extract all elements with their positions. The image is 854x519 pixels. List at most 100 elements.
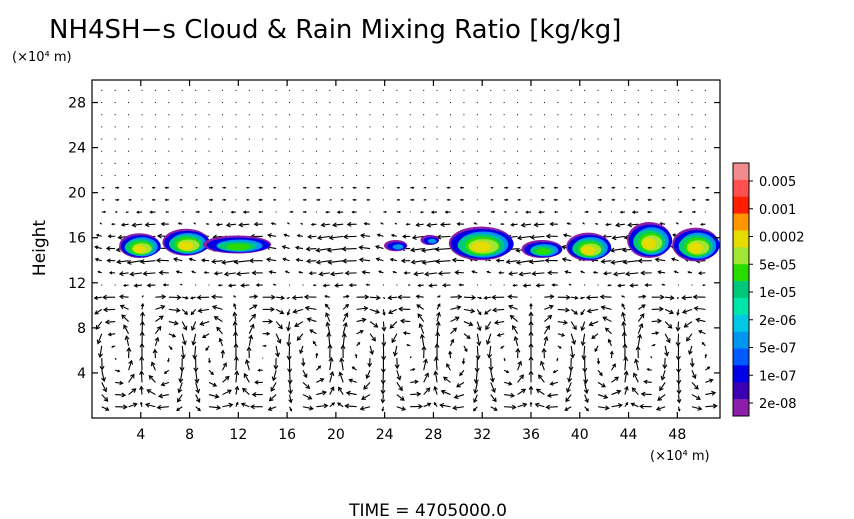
wind-arrowhead bbox=[549, 381, 554, 386]
wind-arrowhead bbox=[246, 346, 252, 351]
wind-arrowhead bbox=[582, 367, 588, 373]
wind-arrowhead bbox=[164, 186, 168, 189]
wind-arrowhead bbox=[317, 365, 322, 369]
wind-arrowhead bbox=[553, 186, 557, 189]
wind-arrowhead bbox=[392, 270, 396, 274]
wind-arrow bbox=[623, 260, 639, 263]
wind-arrow bbox=[705, 405, 717, 408]
wind-arrowhead bbox=[319, 378, 325, 383]
wind-arrow bbox=[637, 334, 641, 346]
wind-arrow bbox=[437, 235, 451, 238]
wind-arrowhead bbox=[425, 387, 431, 393]
wind-arrowhead bbox=[505, 198, 509, 202]
wind-dot bbox=[450, 114, 452, 116]
wind-dot bbox=[315, 175, 317, 177]
wind-arrow bbox=[581, 321, 586, 331]
wind-arrowhead bbox=[533, 222, 539, 228]
wind-arrow bbox=[327, 248, 344, 252]
wind-arrowhead bbox=[709, 378, 714, 383]
wind-arrowhead bbox=[121, 392, 127, 398]
wind-arrowhead bbox=[343, 312, 349, 318]
wind-arrowhead bbox=[175, 270, 180, 274]
wind-arrow bbox=[463, 321, 473, 326]
wind-arrowhead bbox=[402, 234, 407, 239]
wind-arrow bbox=[422, 260, 438, 264]
wind-dot bbox=[463, 126, 465, 128]
wind-dot bbox=[221, 150, 223, 152]
wind-dot bbox=[195, 126, 197, 128]
wind-arrow bbox=[434, 386, 438, 395]
wind-arrow bbox=[101, 406, 109, 411]
wind-arrowhead bbox=[417, 313, 423, 319]
wind-arrowhead bbox=[151, 186, 155, 189]
wind-dot bbox=[342, 114, 344, 116]
wind-arrowhead bbox=[253, 221, 259, 227]
wind-arrow bbox=[638, 295, 646, 298]
wind-dot bbox=[584, 199, 586, 201]
wind-arrowhead bbox=[659, 386, 664, 392]
wind-arrow bbox=[557, 308, 569, 311]
wind-dot bbox=[637, 126, 639, 128]
wind-arrowhead bbox=[296, 336, 302, 341]
wind-dot bbox=[302, 138, 304, 140]
wind-arrowhead bbox=[266, 331, 271, 336]
wind-dot bbox=[141, 199, 143, 201]
wind-dot bbox=[490, 114, 492, 116]
wind-arrow bbox=[198, 308, 210, 312]
wind-dot bbox=[651, 150, 653, 152]
wind-arrowhead bbox=[410, 356, 412, 358]
wind-dot bbox=[637, 102, 639, 104]
wind-arrowhead bbox=[381, 408, 385, 412]
wind-dot bbox=[530, 138, 532, 140]
wind-arrow bbox=[440, 223, 451, 226]
wind-arrowhead bbox=[635, 198, 638, 201]
wind-arrowhead bbox=[707, 186, 710, 189]
wind-dot bbox=[141, 102, 143, 104]
wind-dot bbox=[289, 175, 291, 177]
wind-arrowhead bbox=[364, 294, 370, 300]
wind-arrowhead bbox=[436, 311, 441, 317]
wind-dot bbox=[678, 102, 680, 104]
wind-arrowhead bbox=[381, 326, 387, 332]
wind-arrowhead bbox=[402, 331, 407, 336]
wind-arrowhead bbox=[192, 354, 198, 360]
wind-dot bbox=[396, 162, 398, 164]
wind-dot bbox=[530, 296, 532, 298]
wind-arrow bbox=[342, 313, 348, 322]
wind-arrowhead bbox=[387, 309, 393, 315]
wind-arrowhead bbox=[561, 244, 567, 250]
wind-arrowhead bbox=[228, 402, 234, 408]
wind-arrow bbox=[214, 272, 223, 275]
wind-dot bbox=[248, 102, 250, 104]
wind-arrow bbox=[266, 258, 277, 262]
wind-arrow bbox=[682, 296, 692, 299]
wind-arrow bbox=[521, 223, 532, 226]
cloud-contour bbox=[581, 245, 596, 255]
wind-dot bbox=[221, 211, 223, 213]
wind-arrowhead bbox=[265, 257, 271, 263]
wind-arrowhead bbox=[438, 295, 441, 298]
wind-arrow bbox=[410, 380, 418, 383]
cloud-contour bbox=[642, 237, 657, 250]
wind-arrow bbox=[234, 260, 250, 263]
wind-arrowhead bbox=[169, 347, 173, 350]
wind-arrow bbox=[476, 321, 481, 331]
wind-dot bbox=[503, 284, 505, 286]
x-tick-label: 16 bbox=[278, 427, 296, 443]
wind-arrowhead bbox=[594, 222, 598, 225]
wind-arrowhead bbox=[512, 324, 517, 330]
colorbar-swatch bbox=[733, 247, 749, 265]
wind-dot bbox=[704, 126, 706, 128]
wind-arrowhead bbox=[459, 372, 463, 377]
wind-arrow bbox=[610, 351, 613, 359]
wind-dot bbox=[584, 102, 586, 104]
wind-dot bbox=[289, 102, 291, 104]
wind-arrow bbox=[624, 357, 627, 371]
wind-arrowhead bbox=[310, 222, 314, 226]
wind-arrowhead bbox=[528, 311, 534, 317]
wind-arrowhead bbox=[567, 377, 573, 383]
wind-arrowhead bbox=[303, 373, 308, 379]
wind-arrowhead bbox=[493, 407, 498, 411]
wind-dot bbox=[369, 138, 371, 140]
wind-arrowhead bbox=[692, 294, 698, 300]
